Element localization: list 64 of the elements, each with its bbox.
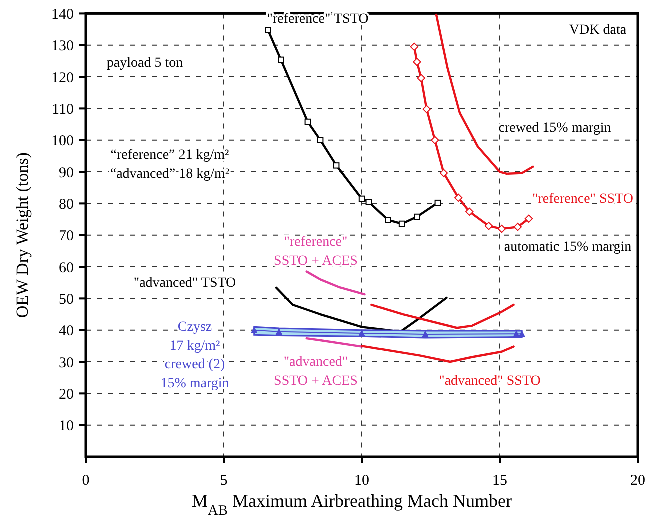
point — [385, 217, 392, 224]
point — [498, 224, 506, 234]
annotation: VDK data — [569, 22, 628, 38]
annotation: automatic 15% margin — [504, 240, 632, 255]
y-tick-label: 50 — [59, 292, 74, 308]
y-tick-label: 20 — [59, 386, 74, 403]
point — [398, 220, 406, 228]
point — [358, 196, 366, 202]
point — [484, 222, 494, 230]
point — [422, 105, 431, 114]
point — [417, 74, 426, 82]
y-axis-title: OEW Dry Weight (tons) — [13, 152, 32, 318]
point — [366, 199, 372, 206]
x-tick-label: 10 — [354, 473, 370, 489]
point — [440, 169, 448, 178]
text: "advanced" TSTO — [134, 276, 236, 291]
series-label: "reference" SSTO + ACES — [274, 234, 358, 269]
x-axis-title: M$_{AB}$ Maximum Airbreathing Mach Number — [192, 491, 512, 519]
point — [434, 200, 441, 206]
point — [466, 208, 474, 216]
series-label: "advanced" SSTO + ACES — [274, 354, 358, 389]
point — [454, 194, 463, 202]
line-series — [306, 270, 366, 296]
point — [278, 56, 284, 64]
point — [414, 214, 420, 220]
point — [304, 118, 312, 126]
y-tick-label: 30 — [59, 355, 74, 372]
point — [276, 328, 282, 336]
x-tick-label: 5 — [220, 473, 228, 489]
x-tick-label: 15 — [492, 473, 508, 489]
annotation: “reference” 21 kg/m² “advanced” 18 kg/m² — [110, 148, 230, 182]
y-tick-label: 10 — [59, 418, 74, 435]
y-tick-label: 60 — [59, 260, 74, 276]
point — [514, 223, 522, 232]
line-series — [360, 345, 515, 364]
series-label: "advanced" SSTO — [439, 374, 541, 389]
annotation: crewed 15% margin — [498, 120, 612, 136]
point — [318, 137, 324, 144]
series-label: Czysz 17 kg/m² crewed (2) 15% margin — [160, 320, 230, 392]
y-tick-label: 80 — [59, 196, 74, 213]
point — [431, 136, 440, 144]
annotation: payload 5 ton — [106, 56, 184, 71]
y-tick-label: 40 — [59, 324, 74, 340]
point — [410, 42, 419, 52]
y-tick-label: 100 — [52, 134, 74, 150]
point — [518, 331, 526, 338]
point — [265, 27, 272, 34]
point — [413, 58, 422, 66]
x-tick-label: 20 — [630, 473, 646, 489]
point — [334, 162, 340, 169]
point — [251, 327, 258, 334]
line-series — [370, 304, 515, 330]
x-tick-label: 0 — [82, 473, 90, 489]
y-tick-label: 70 — [59, 228, 74, 245]
point — [358, 330, 366, 337]
point — [513, 331, 520, 338]
y-tick-label: 140 — [52, 6, 74, 23]
point — [524, 214, 534, 223]
series-label: "reference" SSTO — [532, 192, 634, 207]
y-tick-label: 110 — [52, 102, 74, 118]
y-tick-label: 130 — [52, 38, 74, 55]
y-tick-label: 120 — [52, 70, 74, 86]
point — [422, 331, 429, 338]
y-tick-label: 90 — [59, 165, 74, 182]
